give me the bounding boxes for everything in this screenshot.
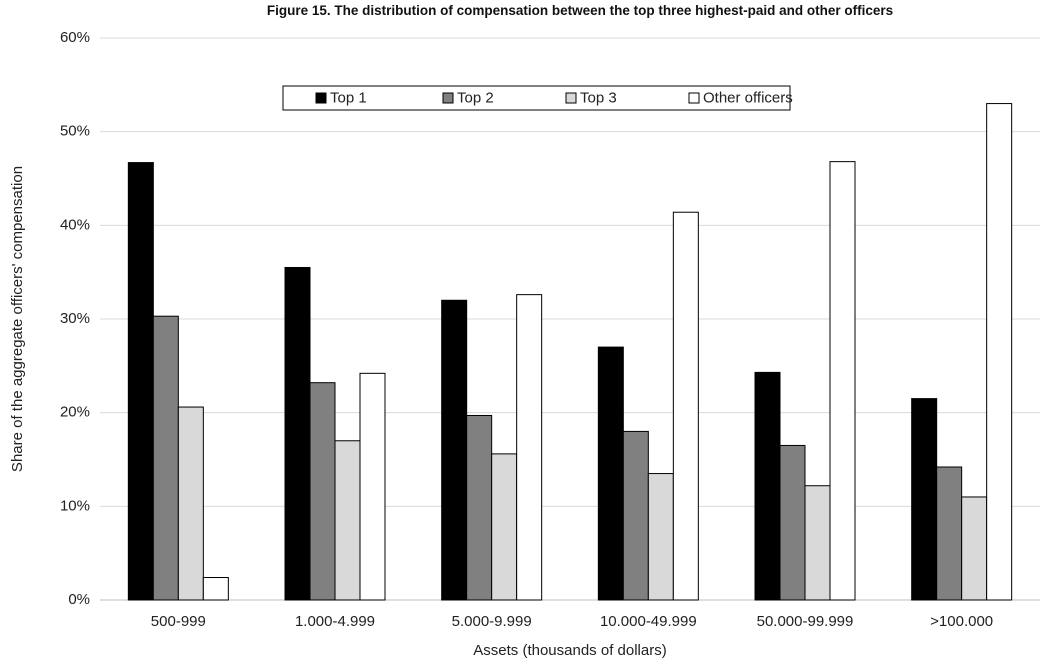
- bar: [961, 496, 988, 601]
- legend-label: Top 1: [330, 89, 367, 106]
- y-tick-label: 20%: [60, 404, 90, 421]
- x-tick-label: 5.000-9.999: [452, 613, 532, 630]
- x-tick-label: >100.000: [930, 613, 993, 630]
- bar: [466, 414, 493, 601]
- legend-swatch: [565, 92, 577, 104]
- y-tick-label: 0%: [68, 591, 90, 608]
- bar: [622, 430, 649, 601]
- bar: [309, 382, 336, 601]
- bar: [936, 466, 963, 601]
- legend-label: Top 2: [457, 89, 494, 106]
- x-tick-label: 10.000-49.999: [600, 613, 697, 630]
- legend-swatch: [442, 92, 454, 104]
- legend-swatch: [315, 92, 327, 104]
- legend-label: Other officers: [703, 89, 793, 106]
- x-axis-label: Assets (thousands of dollars): [473, 642, 666, 659]
- legend-label: Top 3: [580, 89, 617, 106]
- x-tick-label: 50.000-99.999: [757, 613, 854, 630]
- y-tick-label: 50%: [60, 123, 90, 140]
- y-tick-label: 40%: [60, 216, 90, 233]
- bar: [284, 266, 311, 601]
- bar: [441, 299, 468, 601]
- bar: [779, 444, 806, 601]
- bar: [152, 315, 179, 601]
- y-tick-label: 60%: [60, 29, 90, 46]
- chart-title: Figure 15. The distribution of compensat…: [266, 3, 894, 18]
- bar: [829, 161, 856, 601]
- bar: [647, 473, 674, 601]
- bar: [359, 372, 386, 601]
- x-tick-label: 500-999: [151, 613, 206, 630]
- bar: [672, 211, 699, 601]
- y-axis-label: Share of the aggregate officers' compens…: [9, 166, 26, 472]
- bar: [177, 406, 204, 601]
- bar: [804, 485, 831, 601]
- legend-swatch: [688, 92, 700, 104]
- bar: [202, 577, 229, 601]
- y-tick-label: 30%: [60, 310, 90, 327]
- bar: [986, 103, 1013, 601]
- bar: [597, 346, 624, 601]
- y-tick-label: 10%: [60, 497, 90, 514]
- bar: [754, 371, 781, 601]
- bar: [491, 453, 518, 601]
- bar: [911, 398, 938, 601]
- bar: [334, 440, 361, 601]
- x-tick-label: 1.000-4.999: [295, 613, 375, 630]
- legend-box: [282, 85, 791, 111]
- bar: [127, 162, 154, 601]
- bar: [516, 294, 543, 601]
